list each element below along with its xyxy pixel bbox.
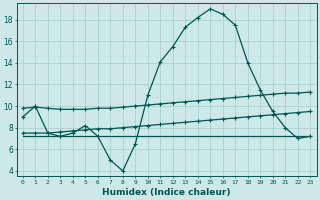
X-axis label: Humidex (Indice chaleur): Humidex (Indice chaleur) <box>102 188 231 197</box>
